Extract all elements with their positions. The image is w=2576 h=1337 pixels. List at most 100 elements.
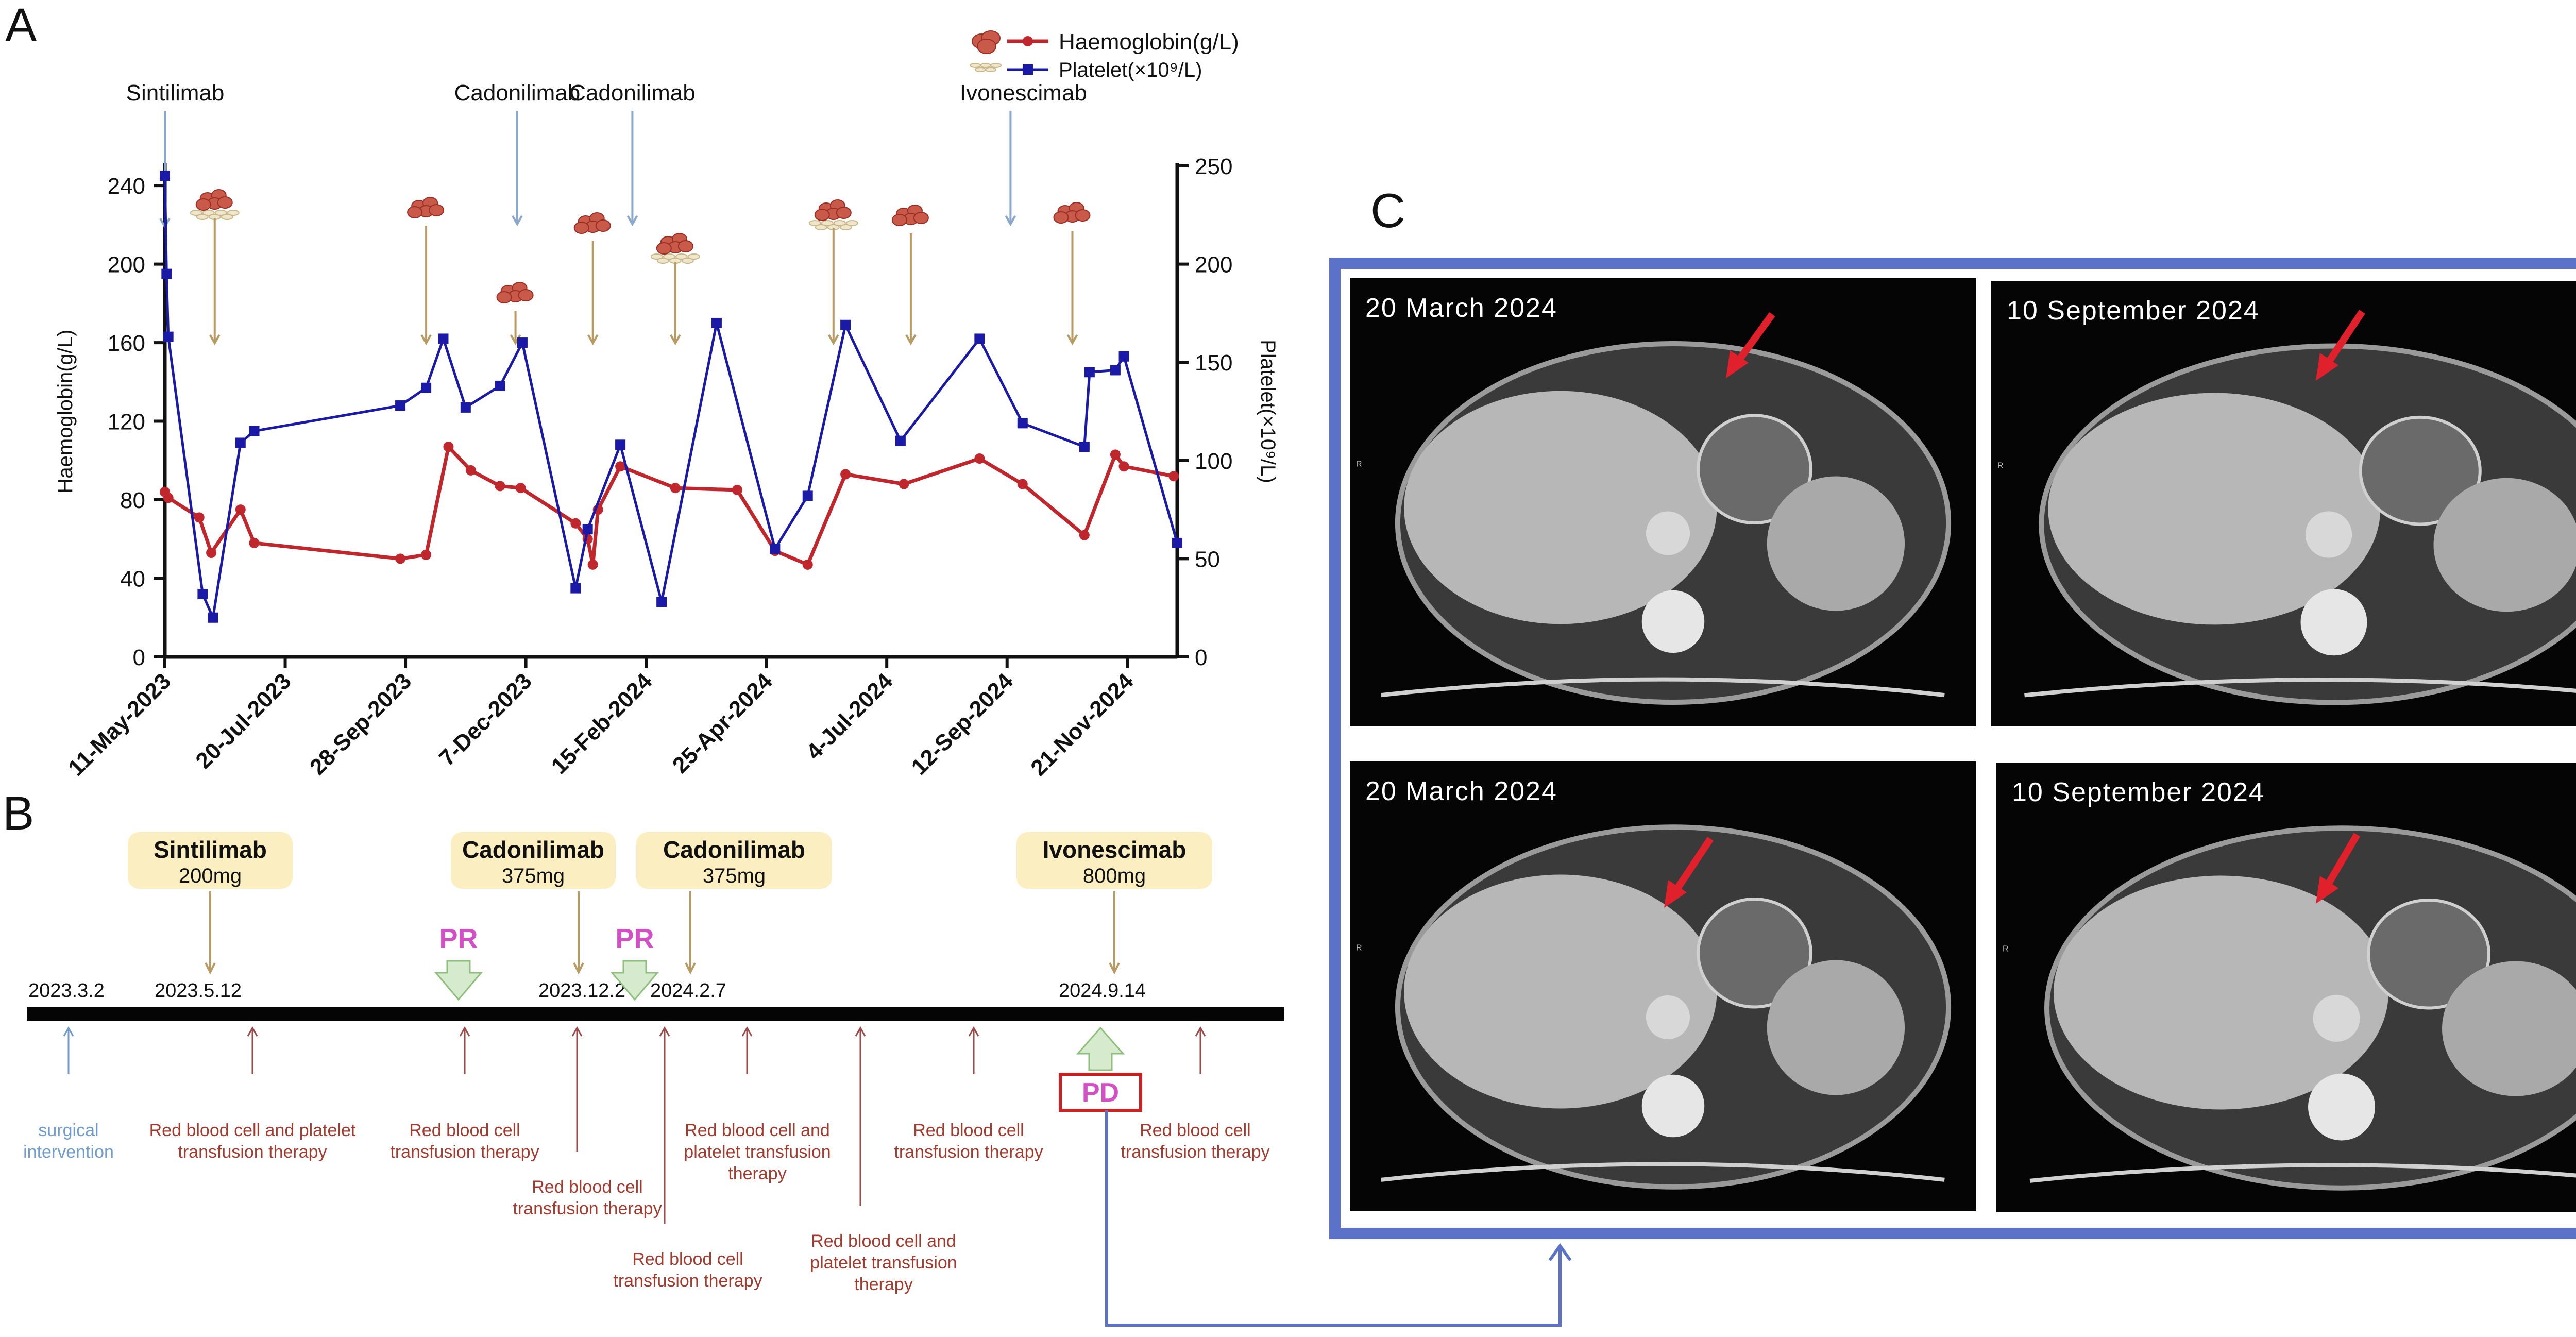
red-cell xyxy=(836,207,852,219)
side-marker: R xyxy=(1356,944,1362,953)
event-label: Red blood cell xyxy=(913,1121,1024,1140)
right-tick-label: 150 xyxy=(1195,350,1232,376)
transfusion-arrowhead xyxy=(670,334,681,346)
rbc-platelet-transfusion-icon xyxy=(808,199,858,230)
red-cell xyxy=(656,242,672,255)
ct-scan-drawing: R xyxy=(2003,825,2576,1191)
event-arrowhead xyxy=(1195,1026,1206,1037)
haemoglobin-point xyxy=(802,559,813,570)
ct-scan-drawing: R xyxy=(1997,310,2576,705)
red-arrowhead-icon xyxy=(2316,876,2338,904)
event-arrowhead xyxy=(659,1026,670,1037)
spleen-kidney xyxy=(2442,961,2576,1096)
platelet-disc xyxy=(845,220,858,226)
ct-table xyxy=(2029,1163,2576,1183)
left-tick-label: 160 xyxy=(108,331,145,356)
red-cell xyxy=(814,209,830,221)
drug-box-bg xyxy=(1016,832,1212,889)
red-arrowhead-icon xyxy=(2316,353,2338,381)
x-tick-label: 4-Jul-2024 xyxy=(801,668,897,765)
legend-label: Haemoglobin(g/L) xyxy=(1059,29,1239,55)
drug-box-dose: 800mg xyxy=(1083,865,1146,887)
timeline-date: 2023.3.2 xyxy=(28,980,105,1002)
platelet-disc xyxy=(190,210,202,216)
platelet-disc xyxy=(202,210,215,216)
haemoglobin-point xyxy=(1110,449,1121,460)
side-marker: R xyxy=(1997,461,2004,470)
platelet-disc xyxy=(656,258,669,264)
drug-box-bg xyxy=(128,832,293,889)
left-tick-label: 80 xyxy=(120,488,145,513)
right-tick-label: 50 xyxy=(1195,547,1220,572)
red-cell xyxy=(573,222,589,234)
haemoglobin-point xyxy=(421,549,432,560)
ct-scan-1: R 20 March 2024 xyxy=(1350,278,1976,726)
haemoglobin-line xyxy=(163,443,1174,567)
event-arrowhead xyxy=(63,1026,74,1037)
drug-annotation-label: Sintilimab xyxy=(126,80,225,106)
x-tick-label: 12-Sep-2024 xyxy=(907,668,1019,780)
platelet-point xyxy=(460,402,471,413)
timeline-date: 2023.12.2 xyxy=(538,980,625,1002)
liver xyxy=(1404,391,1717,624)
haemoglobin-point xyxy=(235,504,246,515)
event-label: Red blood cell and xyxy=(811,1231,956,1251)
red-cell xyxy=(496,291,512,303)
panel-b-label: B xyxy=(3,787,34,840)
left-axis-title: Haemoglobin(g/L) xyxy=(54,330,77,494)
left-tick-label: 200 xyxy=(108,252,145,278)
haemoglobin-point xyxy=(899,479,909,489)
left-tick-label: 120 xyxy=(108,410,145,435)
ct-scan-drawing: R xyxy=(1356,824,1952,1190)
platelets-icon xyxy=(970,63,981,68)
platelets-icon xyxy=(985,67,996,72)
platelet-disc xyxy=(687,253,700,260)
platelet-point xyxy=(1084,367,1095,378)
legend-haemoglobin: Haemoglobin(g/L) xyxy=(972,29,1239,55)
response-arrow xyxy=(610,960,659,1001)
haemoglobin-point xyxy=(840,469,851,480)
red-cell xyxy=(891,214,907,226)
platelet-disc xyxy=(227,210,240,216)
ct-scan-date: 10 September 2024 xyxy=(2007,296,2260,326)
transfusion-arrowhead xyxy=(905,334,917,346)
platelet-disc xyxy=(214,210,227,216)
dose-arrowhead xyxy=(573,962,584,975)
red-blood-cells-icon xyxy=(977,39,996,54)
dose-arrowhead xyxy=(1109,962,1120,975)
panel-a-label: A xyxy=(5,0,37,52)
red-cell xyxy=(1053,211,1069,224)
response-label: PR xyxy=(615,923,654,954)
event-arrowhead xyxy=(855,1026,866,1037)
right-tick-label: 100 xyxy=(1195,449,1232,474)
haemoglobin-point xyxy=(1079,530,1090,540)
platelet-disc xyxy=(839,224,852,230)
aorta xyxy=(2313,995,2360,1042)
pd-connector-arrowhead xyxy=(1548,1243,1572,1261)
event-label: therapy xyxy=(728,1164,786,1183)
x-tick-label: 25-Apr-2024 xyxy=(668,668,777,778)
x-tick-label: 21-Nov-2024 xyxy=(1026,668,1138,781)
platelet-point xyxy=(1118,351,1129,362)
event-label: therapy xyxy=(854,1275,912,1294)
haemoglobin-point xyxy=(465,465,476,476)
red-arrowhead-icon xyxy=(1664,880,1687,908)
event-label: platelet transfusion xyxy=(684,1142,831,1162)
stomach xyxy=(1697,414,1812,525)
ct-scan-date: 10 September 2024 xyxy=(2012,777,2265,807)
event-label: Red blood cell and xyxy=(685,1121,830,1140)
transfusion-arrowhead xyxy=(587,334,599,346)
platelet-disc xyxy=(833,220,846,226)
ct-scan-4: R 10 September 2024 xyxy=(1996,763,2576,1212)
platelet-point xyxy=(1172,537,1182,548)
drug-annotation-arrowhead xyxy=(1005,215,1016,227)
drug-box-dose: 375mg xyxy=(502,865,565,887)
transfusion-arrowhead xyxy=(828,334,839,346)
haemoglobin-point xyxy=(515,483,526,494)
event-label: transfusion therapy xyxy=(1121,1142,1269,1162)
haemoglobin-point xyxy=(249,537,260,548)
event-label: Red blood cell xyxy=(409,1121,520,1140)
platelet-point xyxy=(615,439,626,450)
